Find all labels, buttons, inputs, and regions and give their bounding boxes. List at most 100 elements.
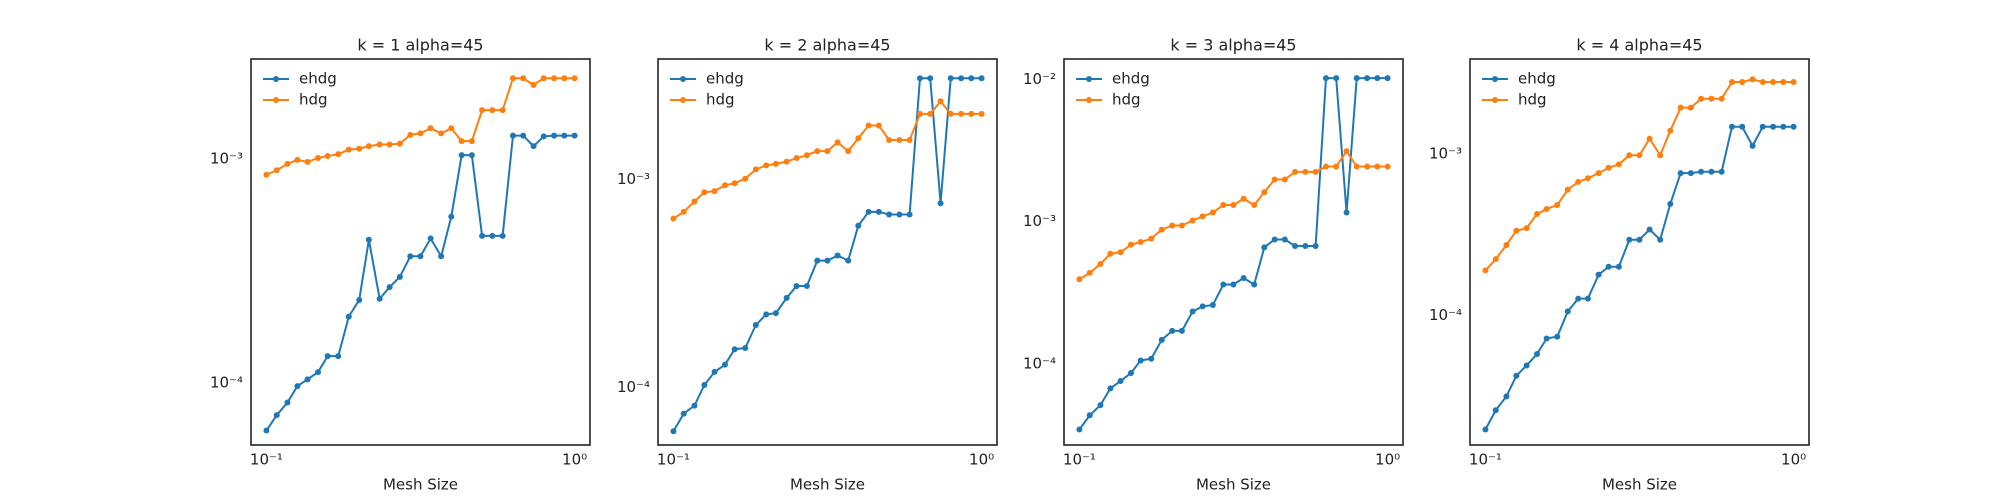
data-point [396,140,403,147]
data-point [947,75,954,82]
x-tick-label: 10⁰ [1781,451,1806,469]
data-point [845,257,852,264]
data-point [1178,222,1185,229]
data-point [886,211,893,218]
data-point [691,198,698,205]
data-point [1728,123,1735,130]
x-tick-label: 10⁰ [969,451,994,469]
data-point [438,253,445,260]
data-point [793,155,800,162]
data-point [711,368,718,375]
data-point [680,208,687,215]
data-point [824,148,831,155]
subplot-title: k = 4 alpha=45 [1576,36,1702,55]
data-point [1636,152,1643,159]
data-point [365,236,372,243]
data-point [701,189,708,196]
data-point [499,107,506,114]
data-point [1302,168,1309,175]
data-point [345,146,352,153]
data-point [551,132,558,139]
plot-frame [250,58,591,446]
x-tick-label: 10⁰ [562,451,587,469]
data-point [1189,308,1196,315]
y-tick-label: 10⁻³ [1429,144,1462,162]
data-point [396,273,403,280]
legend-label: hdg [1112,91,1141,109]
data-point [916,75,923,82]
data-point [1759,123,1766,130]
data-point [1605,164,1612,171]
data-point [571,75,578,82]
data-point [1646,135,1653,142]
data-point [1209,301,1216,308]
data-point [1271,236,1278,243]
data-point [1615,161,1622,168]
data-point [1137,357,1144,364]
data-point [1374,163,1381,170]
data-point [345,313,352,320]
subplot-title: k = 1 alpha=45 [357,36,483,55]
plot-frame [1063,58,1404,446]
data-point [742,345,749,352]
data-point [468,138,475,145]
data-point [1076,276,1083,283]
data-point [1240,275,1247,282]
data-point [1076,426,1083,433]
data-point [803,283,810,290]
data-point [356,145,363,152]
y-tick-label: 10⁻³ [1023,212,1056,230]
data-point [670,215,677,222]
data-point [1759,79,1766,86]
subplot: k = 1 alpha=45 Mesh Size 10⁻¹ 10⁰ 10⁻⁴ 10⁻³ eh… [210,36,591,494]
data-point [509,75,516,82]
data-point [691,402,698,409]
data-point [1636,236,1643,243]
data-point [284,399,291,406]
data-point [865,208,872,215]
data-point [448,213,455,220]
y-tick-label: 10⁻³ [617,170,650,188]
data-point [1384,163,1391,170]
data-point [1148,355,1155,362]
data-point [855,222,862,229]
data-point [772,310,779,317]
data-point [1698,95,1705,102]
data-point [1646,226,1653,233]
data-point [386,284,393,291]
data-point [315,154,322,161]
data-point [1148,235,1155,242]
data-point [742,175,749,182]
data-point [1364,75,1371,82]
data-point [783,294,790,301]
subplot: k = 3 alpha=45 Mesh Size 10⁻¹ 10⁰ 10⁻⁴ 10⁻³ 10… [1023,36,1404,494]
data-point [1543,335,1550,342]
data-point [1220,281,1227,288]
data-point [417,253,424,260]
data-point [530,143,537,150]
data-point [834,252,841,259]
data-point [499,232,506,239]
x-tick-label: 10⁻¹ [1063,451,1096,469]
data-point [680,410,687,417]
data-point [1209,209,1216,216]
series-line [265,134,575,432]
data-point [1677,104,1684,111]
y-tick-label: 10⁻² [1023,70,1056,88]
x-axis-label: Mesh Size [1196,476,1271,494]
data-point [1281,236,1288,243]
data-point [1523,362,1530,369]
data-point [1271,176,1278,183]
data-point [1107,250,1114,257]
data-point [561,75,568,82]
data-point [906,137,913,144]
data-point [417,130,424,137]
data-point [335,151,342,158]
data-point [1687,170,1694,177]
data-point [1534,211,1541,218]
data-point [304,376,311,383]
data-point [1492,256,1499,263]
data-point [365,143,372,150]
legend-marker [1492,97,1498,103]
